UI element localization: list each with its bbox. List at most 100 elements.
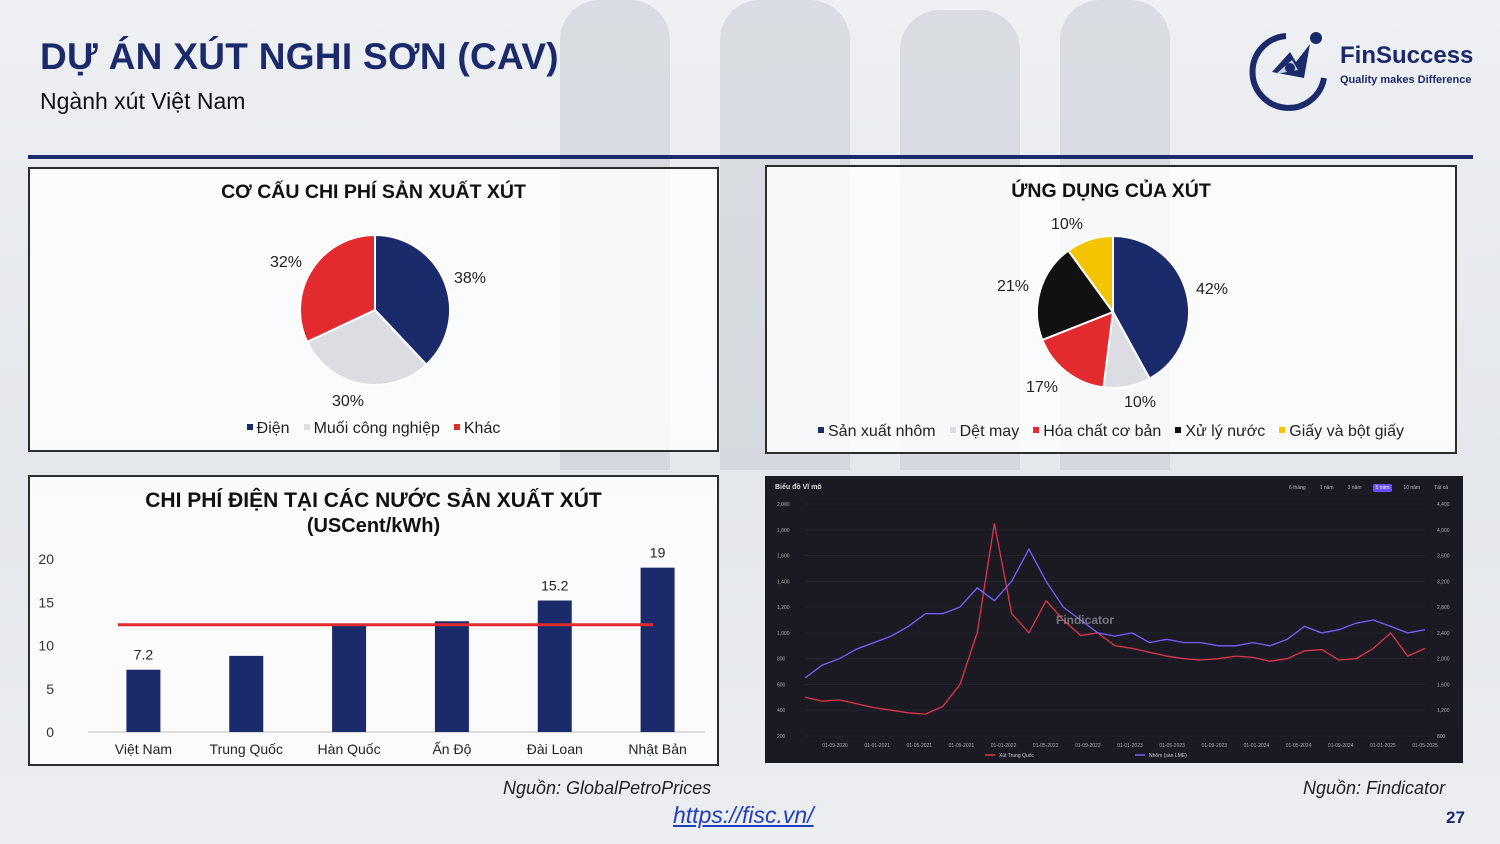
logo-emblem-icon (1249, 32, 1327, 111)
legend-label: Hóa chất cơ bản (1043, 423, 1162, 440)
legend-swatch (246, 423, 253, 430)
bar-nhat-ban (640, 567, 675, 732)
range-tab-6-thang[interactable]: 6 tháng (1289, 485, 1306, 491)
x-tick-label: 01-09-2022 (1075, 743, 1101, 749)
y-left-tick-label: 400 (777, 708, 786, 714)
x-tick-label: 01-09-2024 (1328, 743, 1354, 749)
page-number: 27 (1446, 808, 1465, 827)
y-left-tick-label: 1,000 (777, 631, 790, 637)
pie-value-label: 30% (332, 393, 364, 410)
y-right-tick-label: 4,400 (1437, 502, 1450, 508)
y-left-tick-label: 800 (777, 657, 786, 663)
cost-structure-panel: CƠ CẤU CHI PHÍ SẢN XUẤT XÚT 38% 30% 32% Đi… (28, 167, 719, 452)
pie-slice-xu-ly-nuoc (1036, 249, 1115, 342)
range-tab-tat-ca[interactable]: Tất cả (1434, 485, 1448, 491)
legend-label: Xử lý nước (1185, 423, 1266, 440)
legend-item-khac: Khác (453, 420, 501, 438)
pie-value-label: 21% (997, 278, 1029, 295)
y-tick-label: 0 (46, 724, 54, 740)
legend-swatch (1175, 426, 1182, 433)
findicator-chart-panel: Biểu đồ Vĩ mô 6 tháng 1 năm 3 năm 5 năm 10 n… (765, 476, 1463, 763)
bar-trung-quoc (229, 655, 264, 732)
logo-tagline: Quality makes Difference (1340, 74, 1472, 86)
bar-value-label: 19 (650, 545, 666, 561)
x-tick-label: Đài Loan (527, 741, 583, 757)
range-tab-5-nam[interactable]: 5 năm (1372, 484, 1393, 492)
cost-structure-legend: Điện Muối công nghiệp Khác (30, 420, 717, 438)
legend-swatch (303, 423, 310, 430)
website-link[interactable]: https://fisc.vn/ (673, 802, 814, 828)
y-tick-label: 10 (38, 638, 54, 654)
y-left-tick-label: 1,200 (777, 605, 790, 611)
y-left-tick-label: 1,400 (777, 579, 790, 585)
y-tick-label: 15 (38, 594, 54, 610)
x-tick-label: 01-09-2023 (1201, 743, 1227, 749)
bar-han-quoc (332, 623, 367, 732)
electricity-cost-title-line2: (USCent/kWh) (306, 515, 441, 537)
legend-swatch (1033, 426, 1040, 433)
electricity-cost-bar-chart: 0 5 10 15 20 Việt Nam 7.2 Trung Quốc Hàn Quốc Ấn … (38, 545, 705, 757)
legend-item-muoi-cong-nghiep: Muối công nghiệp (303, 420, 440, 438)
pie-slice-hoa-chat-co-ban (1041, 310, 1115, 389)
logo-wordmark-part2: Success (1376, 42, 1474, 69)
legend-item-giay-va-bot-giay: Giấy và bột giấy (1279, 423, 1404, 441)
y-left-tick-label: 600 (777, 682, 786, 688)
legend-label: Khác (463, 420, 501, 437)
bar-dai-loan (537, 600, 572, 732)
pie-value-label: 42% (1196, 281, 1228, 298)
y-left-tick-label: 1,600 (777, 554, 790, 560)
x-tick-label: 01-01-2022 (991, 743, 1017, 749)
legend-item-dien: Điện (246, 420, 290, 438)
pie-value-label: 32% (270, 254, 302, 271)
bar-an-do (434, 621, 469, 732)
x-tick-label: Trung Quốc (210, 741, 283, 757)
y-right-tick-label: 3,200 (1437, 579, 1450, 585)
findicator-line-chart: 200 800 400 1,200 600 1,600 800 2,000 1,000 2,400… (777, 502, 1450, 759)
legend-swatch (1279, 426, 1286, 433)
y-tick-label: 20 (38, 551, 54, 567)
pie-value-label: 10% (1051, 216, 1083, 233)
series-legend-label: Nhôm (sàn LME) (1149, 753, 1187, 759)
electricity-cost-title-line1: CHI PHÍ ĐIỆN TẠI CÁC NƯỚC SẢN XUẤT XÚT (145, 489, 602, 512)
legend-item-xu-ly-nuoc: Xử lý nước (1175, 423, 1265, 441)
cost-structure-title: CƠ CẤU CHI PHÍ SẢN XUẤT XÚT (221, 181, 526, 203)
range-tabs: 6 tháng 1 năm 3 năm 5 năm 10 năm Tất cả (1278, 484, 1451, 492)
x-tick-label: 01-01-2021 (864, 743, 890, 749)
x-tick-label: Nhật Bản (628, 741, 686, 757)
range-tab-10-nam[interactable]: 10 năm (1403, 485, 1421, 491)
findicator-chart-title: Biểu đồ Vĩ mô (775, 484, 822, 491)
y-left-tick-label: 2,000 (777, 502, 790, 508)
series-line-xut-trung-quoc (804, 523, 1426, 715)
legend-item-det-may: Dệt may (949, 423, 1020, 441)
electricity-cost-panel: CHI PHÍ ĐIỆN TẠI CÁC NƯỚC SẢN XUẤT XÚT (… (28, 475, 719, 766)
range-tab-1-nam[interactable]: 1 năm (1319, 485, 1334, 491)
x-tick-label: 01-05-2025 (1412, 743, 1438, 749)
x-tick-label: 01-01-2025 (1370, 743, 1396, 749)
y-right-tick-label: 800 (1437, 734, 1446, 740)
pie-slice-giay-va-bot-giay (1066, 234, 1114, 316)
pie-slice-dien (374, 233, 451, 367)
range-tab-3-nam[interactable]: 3 năm (1347, 485, 1362, 491)
y-left-tick-label: 200 (777, 734, 786, 740)
header-divider (28, 155, 1473, 159)
legend-item-san-xuat-nhom: Sản xuất nhôm (818, 423, 936, 441)
bar-viet-nam (126, 669, 161, 732)
findicator-watermark: Findicator (1056, 613, 1114, 627)
y-right-tick-label: 3,600 (1437, 554, 1450, 560)
y-left-tick-label: 1,800 (777, 528, 790, 534)
x-tick-label: Ấn Độ (432, 741, 471, 757)
legend-label: Giấy và bột giấy (1289, 423, 1404, 440)
pie-slice-khac (299, 233, 376, 344)
legend-label: Dệt may (959, 423, 1020, 440)
y-right-tick-label: 1,200 (1437, 708, 1450, 714)
y-right-tick-label: 4,000 (1437, 528, 1450, 534)
applications-legend: Sản xuất nhôm Dệt may Hóa chất cơ bản Xử lý… (767, 423, 1455, 441)
x-tick-label: 01-01-2024 (1244, 743, 1270, 749)
x-tick-label: Việt Nam (115, 741, 172, 757)
y-tick-label: 5 (46, 681, 54, 697)
legend-swatch (949, 426, 956, 433)
legend-label: Sản xuất nhôm (828, 423, 936, 440)
x-tick-label: 01-09-2020 (822, 743, 848, 749)
applications-title: ỨNG DỤNG CỦA XÚT (1011, 180, 1211, 202)
x-tick-label: Hàn Quốc (318, 741, 381, 757)
